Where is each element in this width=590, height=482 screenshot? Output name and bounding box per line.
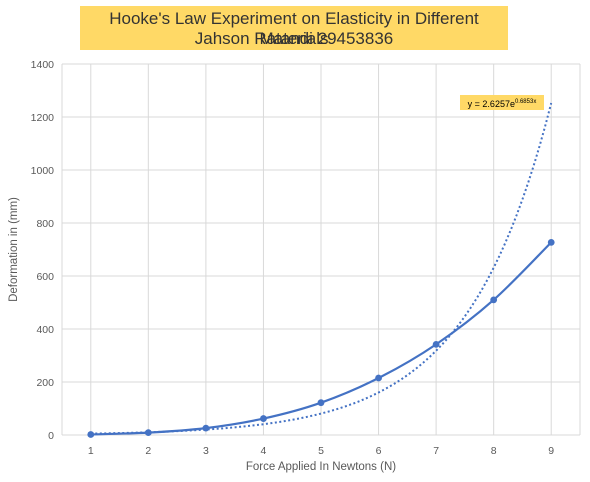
series-line [90, 241, 552, 436]
y-tick-label: 200 [36, 377, 54, 389]
x-axis-ticks: 1 2 3 4 5 6 7 8 9 [88, 445, 554, 457]
y-tick-label: 800 [36, 218, 54, 230]
data-point [317, 399, 325, 407]
chart-title-box: Hooke's Law Experiment on Elasticity in … [80, 6, 508, 50]
y-axis-title: Deformation in (mm) [8, 197, 20, 302]
x-tick-label: 4 [261, 445, 267, 457]
x-tick-label: 1 [88, 445, 94, 457]
y-tick-label: 1200 [31, 112, 55, 124]
equation-exponent: 0.6853x [514, 99, 537, 105]
trendline-equation: y = 2.6257e0.6853x [460, 95, 544, 110]
data-point [202, 424, 210, 432]
data-markers [87, 238, 555, 438]
data-point [375, 374, 382, 382]
equation-base: y = 2.6257e [467, 99, 515, 109]
y-tick-label: 1000 [31, 165, 55, 177]
y-tick-label: 400 [36, 324, 54, 336]
x-tick-label: 2 [145, 445, 151, 457]
data-point [490, 296, 498, 304]
data-point [432, 340, 440, 348]
chart-subtitle: Jahson Ratandi 29453836 [194, 29, 394, 48]
x-axis-title: Force Applied In Newtons (N) [246, 461, 396, 473]
gridlines [61, 63, 581, 436]
x-tick-label: 5 [318, 445, 324, 457]
x-tick-label: 7 [433, 445, 439, 457]
chart-title: Hooke's Law Experiment on Elasticity in … [109, 9, 479, 48]
y-axis-ticks: 0 200 400 600 800 1000 1200 1400 [31, 59, 55, 442]
x-tick-label: 6 [376, 445, 382, 457]
data-point [547, 238, 555, 246]
data-point [87, 431, 95, 438]
y-tick-label: 1400 [31, 59, 55, 71]
x-tick-label: 9 [548, 445, 554, 457]
x-tick-label: 3 [203, 445, 209, 457]
x-tick-label: 8 [491, 445, 497, 457]
data-point [144, 429, 152, 437]
data-point [260, 415, 267, 422]
y-tick-label: 600 [36, 271, 54, 283]
y-tick-label: 0 [48, 430, 54, 442]
